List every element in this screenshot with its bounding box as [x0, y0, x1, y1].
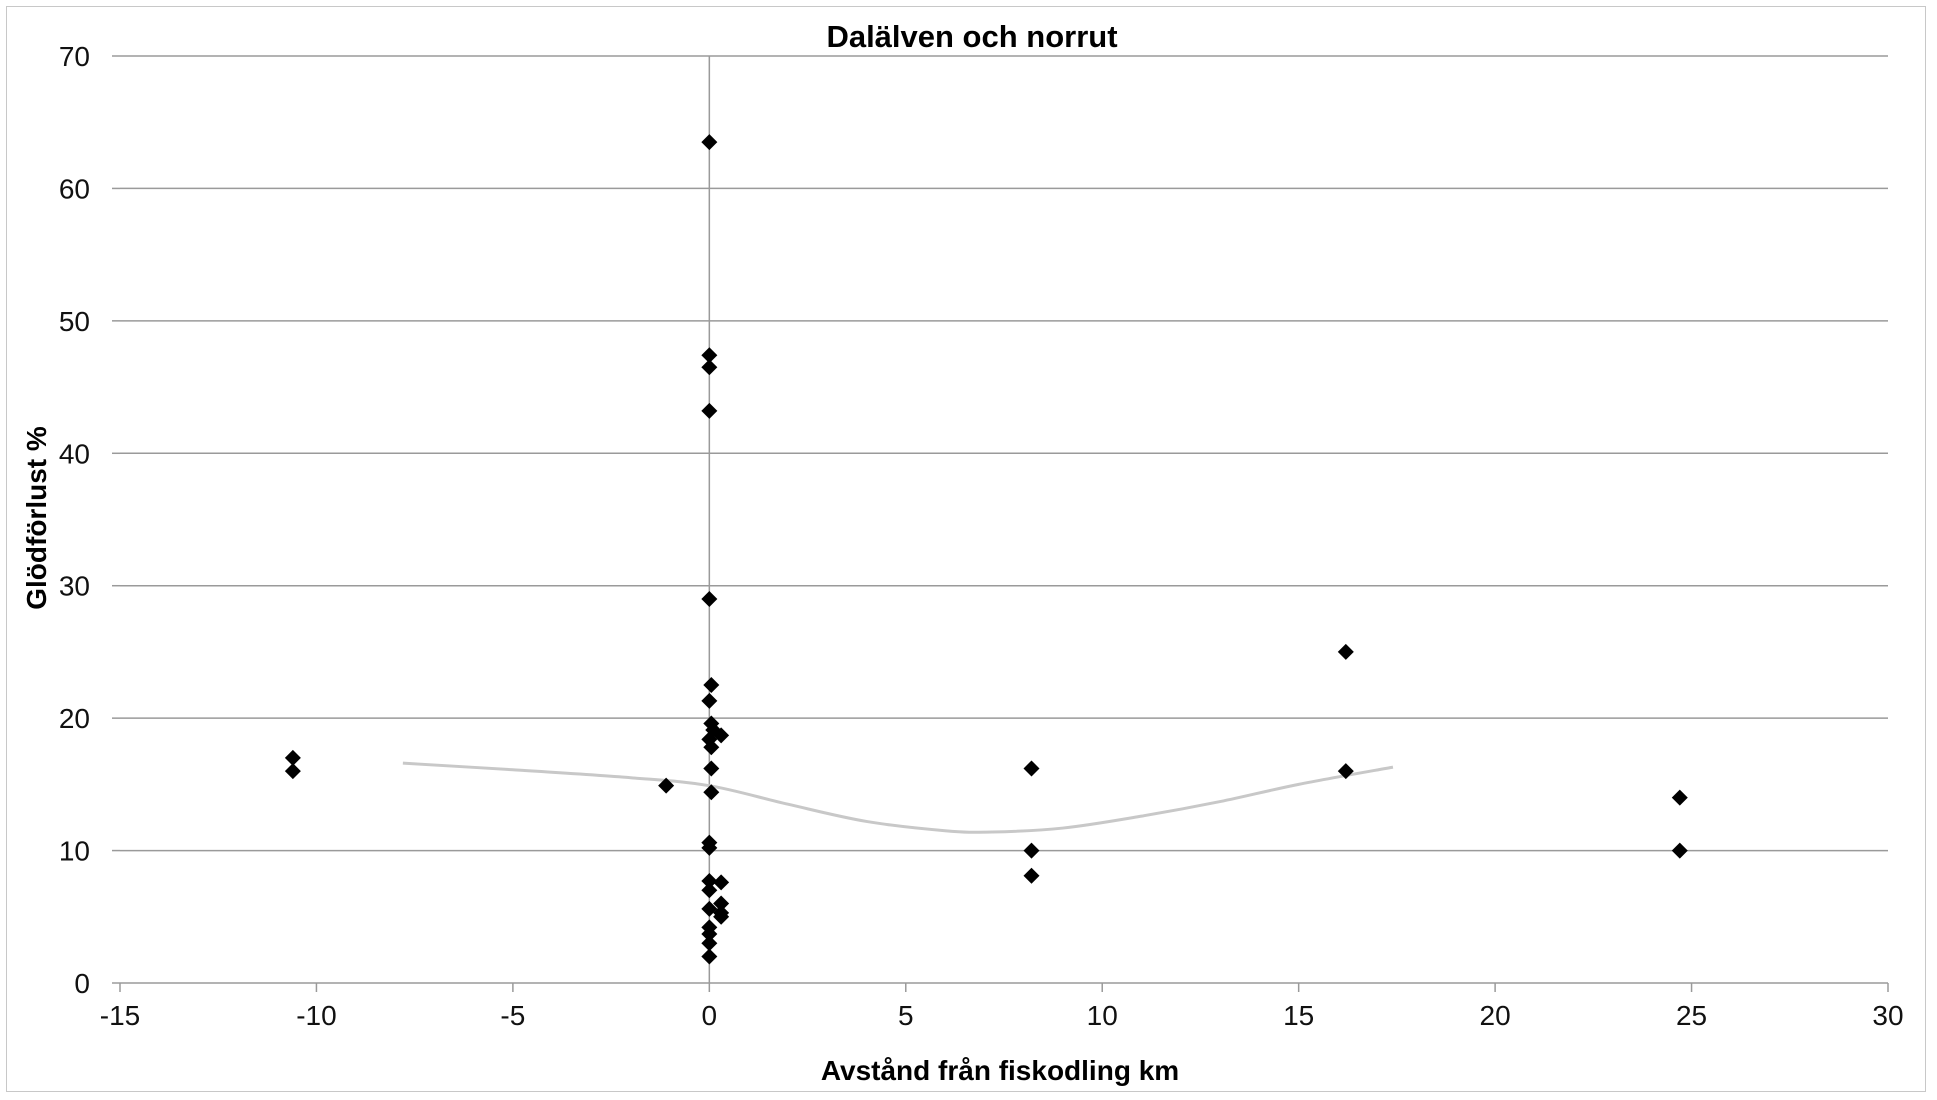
y-tick-label: 20: [59, 703, 90, 734]
data-point: [1671, 789, 1688, 806]
data-point: [701, 948, 718, 965]
x-tick-label: 20: [1480, 1000, 1511, 1031]
x-tick-label: -15: [100, 1000, 140, 1031]
data-point: [703, 784, 720, 801]
y-tick-label: 70: [59, 41, 90, 72]
y-axis-title: Glödförlust %: [21, 426, 52, 610]
trendline-path: [402, 761, 1394, 834]
y-tick-label: 40: [59, 438, 90, 469]
data-point: [701, 839, 718, 856]
x-tick-label: 5: [898, 1000, 914, 1031]
axes: [112, 55, 1889, 992]
data-point: [701, 873, 718, 890]
data-point: [1023, 867, 1040, 884]
y-tick-labels: 0 10 20 30 40 50 60 70: [59, 41, 90, 999]
chart-title: Dalälven och norrut: [826, 19, 1117, 54]
data-point: [701, 590, 718, 607]
x-tick-label: 0: [702, 1000, 718, 1031]
data-point: [701, 402, 718, 419]
data-point: [703, 677, 720, 694]
data-point: [1023, 760, 1040, 777]
data-point: [701, 134, 718, 151]
x-tick-labels: -15 -10 -5 0 5 10 15 20 25 30: [100, 1000, 1904, 1031]
trendline: [402, 761, 1394, 834]
data-point: [658, 777, 675, 794]
x-tick-label: 25: [1676, 1000, 1707, 1031]
data-point: [701, 359, 718, 376]
y-tick-label: 0: [74, 968, 90, 999]
x-tick-label: -5: [500, 1000, 525, 1031]
data-point: [713, 727, 730, 744]
y-tick-label: 50: [59, 306, 90, 337]
data-point: [713, 874, 730, 891]
data-point: [1671, 842, 1688, 859]
data-point: [701, 882, 718, 899]
data-point: [703, 760, 720, 777]
x-tick-label: 15: [1283, 1000, 1314, 1031]
data-point: [1337, 643, 1354, 660]
x-tick-label: 10: [1087, 1000, 1118, 1031]
data-point: [701, 935, 718, 952]
y-tick-label: 60: [59, 173, 90, 204]
y-tick-label: 10: [59, 836, 90, 867]
data-point: [713, 908, 730, 925]
data-point: [701, 347, 718, 364]
data-point: [284, 749, 301, 766]
data-point: [701, 926, 718, 943]
data-point: [1337, 763, 1354, 780]
data-point: [701, 692, 718, 709]
data-points: [284, 134, 1688, 965]
data-point: [1023, 842, 1040, 859]
x-tick-label: -10: [296, 1000, 336, 1031]
y-tick-label: 30: [59, 571, 90, 602]
x-axis-title: Avstånd från fiskodling km: [821, 1055, 1179, 1086]
chart-frame: [6, 6, 1926, 1092]
data-point: [284, 763, 301, 780]
gridlines: [120, 55, 1888, 852]
data-point: [713, 895, 730, 912]
data-point: [703, 739, 720, 756]
x-tick-label: 30: [1872, 1000, 1903, 1031]
